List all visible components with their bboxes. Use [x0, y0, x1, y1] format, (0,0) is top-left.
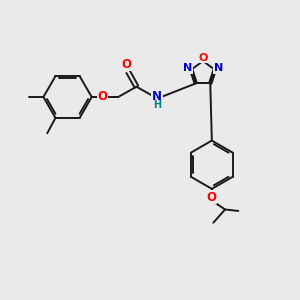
- Text: N: N: [214, 63, 223, 73]
- Text: O: O: [97, 91, 107, 103]
- Text: O: O: [122, 58, 132, 70]
- Text: O: O: [207, 190, 217, 204]
- Text: N: N: [183, 63, 192, 73]
- Text: H: H: [153, 100, 161, 110]
- Text: N: N: [152, 91, 162, 103]
- Text: O: O: [198, 52, 208, 62]
